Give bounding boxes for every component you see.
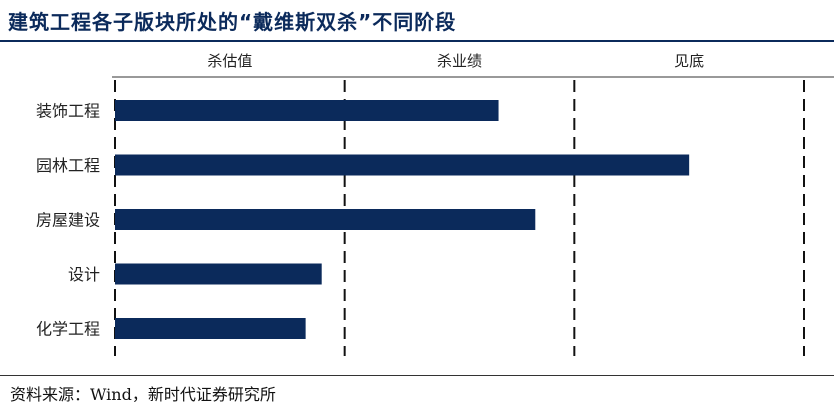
stage-label: 见底 bbox=[674, 52, 704, 70]
bar bbox=[115, 318, 306, 339]
category-label: 装饰工程 bbox=[36, 102, 100, 121]
title-divider bbox=[0, 40, 834, 42]
stage-label: 杀业绩 bbox=[437, 52, 482, 70]
category-label: 设计 bbox=[68, 265, 100, 284]
source-note: 资料来源：Wind，新时代证券研究所 bbox=[10, 385, 276, 404]
chart-title: 建筑工程各子版块所处的“戴维斯双杀”不同阶段 bbox=[8, 10, 457, 34]
bar bbox=[115, 154, 690, 176]
stage-label: 杀估值 bbox=[207, 52, 252, 70]
category-label: 化学工程 bbox=[36, 320, 100, 339]
bar bbox=[115, 100, 499, 121]
source-divider bbox=[0, 375, 834, 376]
bar bbox=[115, 209, 536, 230]
category-label: 园林工程 bbox=[36, 156, 100, 175]
bar bbox=[115, 263, 322, 285]
category-label: 房屋建设 bbox=[36, 211, 100, 230]
